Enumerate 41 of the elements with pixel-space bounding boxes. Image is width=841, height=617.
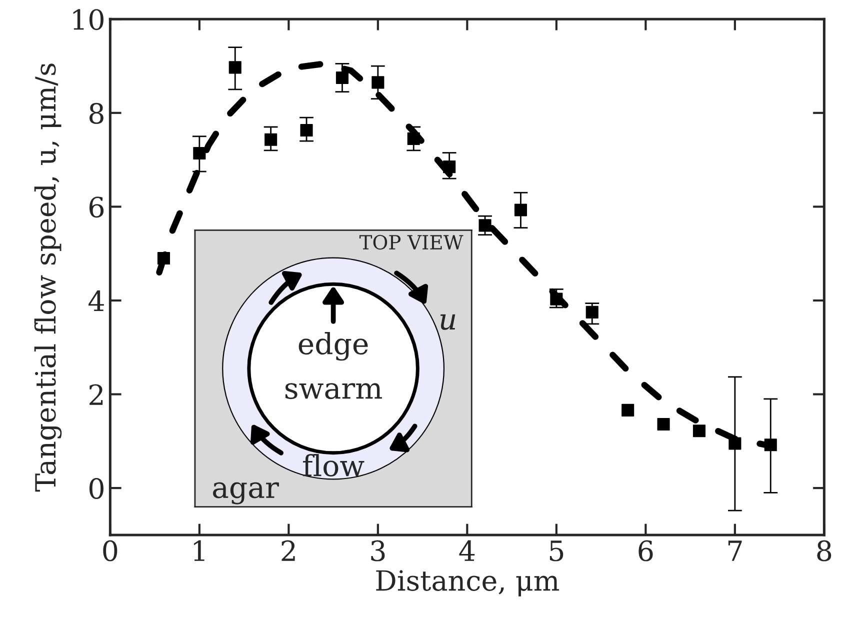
- point: [550, 292, 563, 306]
- y-tick-label: 6: [89, 196, 104, 218]
- y-tick-label: 4: [88, 290, 104, 312]
- point: [692, 424, 706, 438]
- point: [407, 132, 420, 145]
- x-tick-label: 1: [194, 540, 204, 561]
- x-tick-label: 5: [550, 540, 564, 562]
- annotation: swarm: [285, 383, 382, 400]
- point: [514, 204, 527, 216]
- x-axis-title: Distance, μm: [376, 570, 559, 596]
- x-tick-label: 4: [459, 540, 475, 561]
- x-tick-label: 8: [817, 540, 832, 562]
- x-tick-label: 7: [728, 540, 742, 561]
- annotation: TOP VIEW: [359, 234, 464, 250]
- point: [228, 61, 242, 74]
- point: [372, 76, 384, 89]
- annotation: agar: [213, 482, 279, 504]
- point: [157, 252, 170, 265]
- y-tick-label: 8: [89, 102, 104, 124]
- point: [300, 124, 313, 137]
- point: [478, 219, 492, 232]
- point: [622, 404, 634, 416]
- point: [764, 438, 777, 452]
- point: [728, 437, 742, 450]
- point: [264, 133, 278, 146]
- point: [443, 160, 456, 174]
- point: [586, 306, 598, 318]
- x-tick-label: 0: [103, 540, 118, 562]
- x-tick-label: 6: [638, 540, 653, 562]
- annotation: flow: [303, 454, 364, 477]
- y-tick-label: 2: [90, 384, 103, 405]
- point: [657, 418, 670, 431]
- y-tick-label: 10: [73, 9, 104, 30]
- x-tick-label: 2: [282, 540, 295, 561]
- y-tick-label: 0: [89, 478, 104, 499]
- annotation: u: [440, 314, 456, 330]
- point: [193, 146, 206, 160]
- annotation: edge: [298, 332, 368, 361]
- y-axis-title: Tangential flow speed, u, μm/s: [34, 64, 62, 492]
- point: [336, 71, 348, 84]
- x-tick-label: 3: [371, 540, 385, 562]
